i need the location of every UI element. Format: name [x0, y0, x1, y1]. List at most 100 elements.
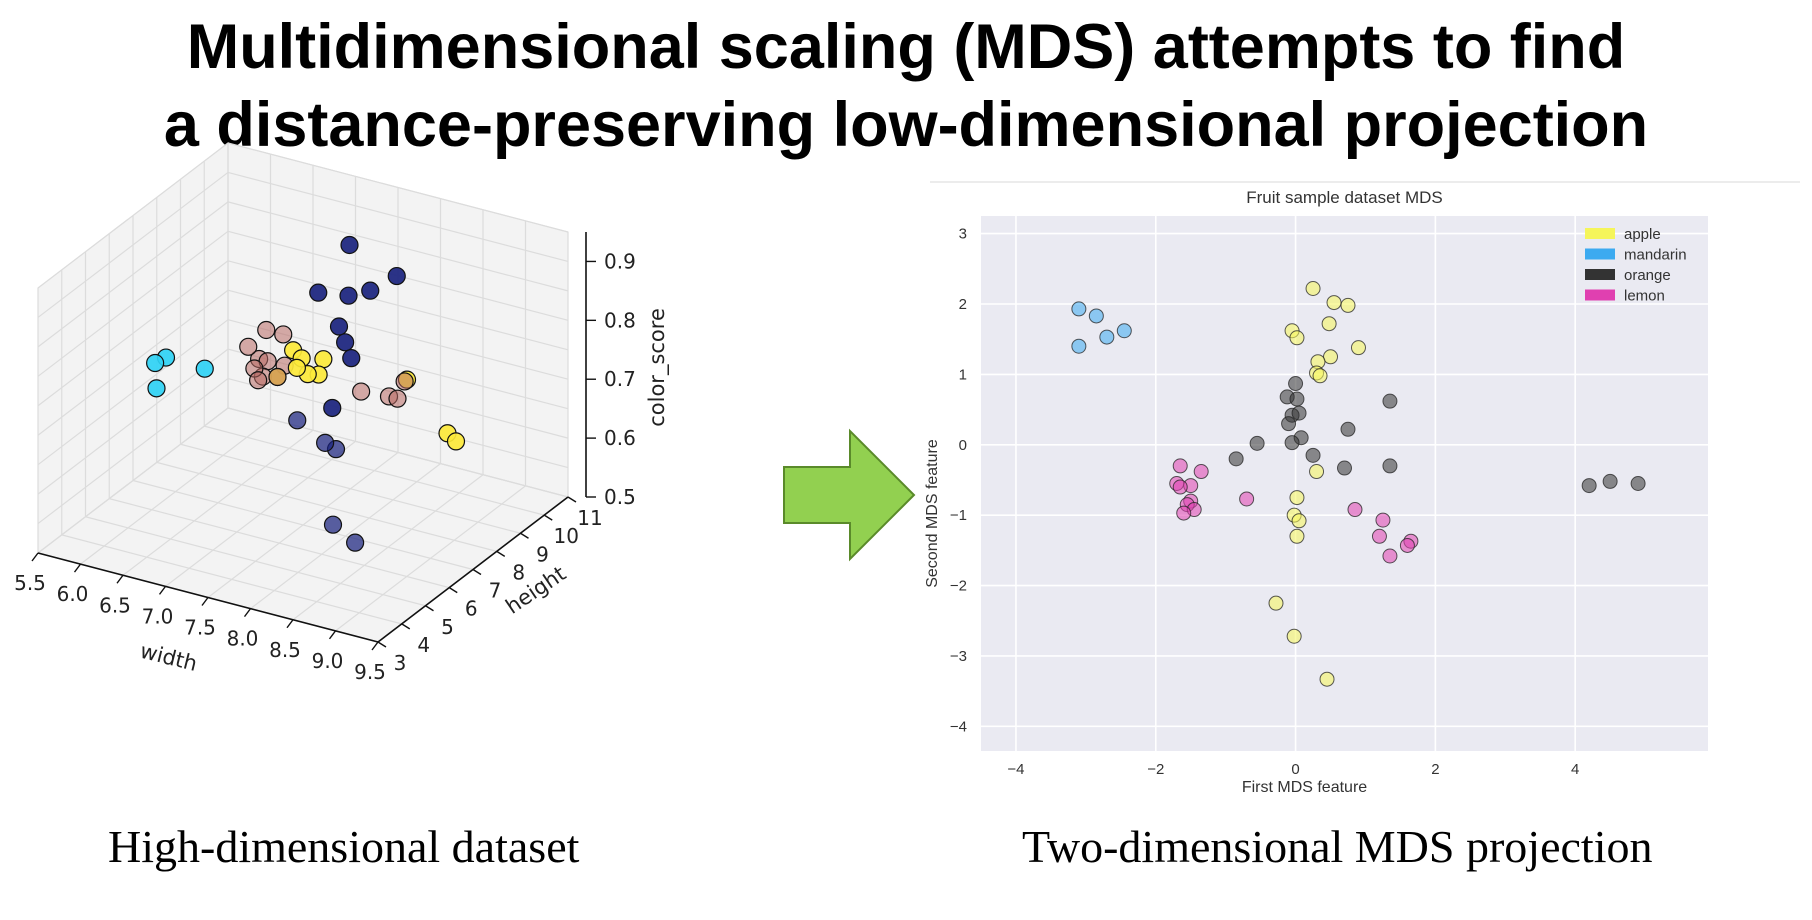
y-tick-label: 7 — [489, 579, 502, 603]
z-axis-label: color_score — [645, 308, 670, 427]
x-tick-label: 8.0 — [227, 627, 259, 651]
x-tick-label: 2 — [1431, 761, 1439, 778]
point-orange — [1305, 447, 1321, 463]
point-rose3d — [239, 337, 258, 356]
slide-title: Multidimensional scaling (MDS) attempts … — [0, 8, 1812, 164]
point-apple — [1309, 464, 1325, 480]
z-tick-label: 0.8 — [604, 308, 636, 332]
legend-label-apple: apple — [1624, 226, 1661, 243]
point-lemon — [1382, 548, 1398, 564]
legend-swatch-mandarin — [1585, 248, 1615, 260]
point-apple — [1289, 490, 1305, 506]
point-apple — [1321, 316, 1337, 332]
point-mandarin — [1071, 338, 1087, 354]
z-tick-label: 0.7 — [604, 367, 636, 391]
point-navy3d — [387, 266, 406, 286]
x-tick-label: 6.0 — [57, 582, 89, 606]
point-lemon — [1347, 502, 1363, 518]
point-apple — [1289, 528, 1305, 544]
point-lemon — [1172, 479, 1188, 495]
point-cyan3d — [195, 359, 214, 378]
x-tick-label: 9.0 — [312, 649, 344, 673]
point-mandarin — [1116, 323, 1132, 339]
x-tick-label: −2 — [1147, 761, 1164, 778]
point-apple — [1291, 513, 1307, 529]
point-lemon — [1239, 491, 1255, 507]
y-tick-label: 9 — [536, 542, 549, 566]
point-orange — [1337, 460, 1352, 476]
point-orange — [1382, 393, 1398, 409]
x-tick-label: 0 — [1291, 761, 1299, 778]
point-navy3d — [340, 235, 359, 255]
y-tick-label: 5 — [441, 615, 454, 639]
y-tick-label: 10 — [554, 524, 579, 548]
point-orange — [1340, 421, 1356, 437]
point-orange — [1281, 416, 1297, 432]
point-rose3d — [268, 367, 287, 387]
point-apple — [1340, 297, 1356, 313]
z-tick-label: 0.9 — [604, 249, 636, 273]
point-yellow3d — [446, 432, 466, 451]
z-tick-label: 0.6 — [604, 426, 636, 450]
x-axis-label: First MDS feature — [1242, 779, 1367, 796]
y-tick-label: 6 — [465, 597, 478, 621]
point-cyan3d — [147, 379, 166, 398]
point-orange — [1602, 473, 1618, 489]
point-navy3d — [288, 411, 307, 430]
slide-title-line-2: a distance-preserving low-dimensional pr… — [163, 90, 1649, 160]
point-apple — [1305, 281, 1321, 297]
point-rose3d — [257, 320, 276, 340]
point-lemon — [1176, 505, 1192, 521]
point-rose3d — [249, 371, 268, 390]
x-tick-label: 9.5 — [354, 660, 386, 684]
point-orange — [1581, 478, 1597, 494]
legend-label-orange: orange — [1624, 267, 1671, 284]
point-apple — [1323, 349, 1339, 365]
point-orange — [1289, 391, 1305, 407]
point-navy3d — [329, 317, 349, 336]
x-tick-label: −4 — [1007, 761, 1024, 778]
point-lemon — [1371, 528, 1387, 544]
right-arrow-icon — [783, 428, 916, 562]
y-tick-label: 3 — [394, 651, 407, 675]
point-mandarin — [1099, 329, 1115, 345]
point-lemon — [1172, 458, 1188, 474]
point-orange — [1291, 405, 1307, 421]
points-2d — [1071, 281, 1646, 687]
point-navy3d — [309, 283, 328, 302]
point-mandarin — [1088, 308, 1104, 324]
x-tick-label: 6.5 — [99, 593, 131, 617]
point-navy3d — [361, 281, 380, 300]
point-apple — [1289, 330, 1305, 346]
legend-swatch-orange — [1585, 269, 1615, 280]
point-apple — [1350, 340, 1366, 356]
point-lemon — [1193, 464, 1209, 480]
point-yellow3d — [314, 350, 333, 369]
x-tick-label: 8.5 — [269, 638, 301, 662]
point-apple — [1268, 595, 1284, 611]
point-orange — [1228, 451, 1244, 467]
point-orange — [1249, 435, 1265, 451]
x-tick-label: 7.5 — [184, 616, 216, 640]
slide-title-line-1: Multidimensional scaling (MDS) attempts … — [186, 12, 1626, 82]
z-tick-label: 0.5 — [604, 485, 636, 509]
x-tick-label: 4 — [1571, 761, 1579, 778]
point-navy3d — [342, 349, 361, 368]
legend-swatch-apple — [1585, 228, 1615, 239]
y-tick-label: 4 — [417, 633, 430, 657]
chart-title: Fruit sample dataset MDS — [1246, 188, 1443, 207]
y-tick-label: −4 — [950, 718, 967, 735]
axes-3d: 5.5 6.0 6.5 7.0 7.5 8.0 8.5 9.0 9.5 345678910110.… — [14, 141, 670, 684]
y-axis-label: Second MDS feature — [924, 439, 941, 588]
grid-2d — [981, 216, 1708, 751]
point-apple — [1326, 295, 1342, 311]
legend-label-mandarin: mandarin — [1624, 247, 1687, 264]
points-3d — [146, 235, 466, 552]
x-tick-label: 5.5 — [14, 571, 46, 595]
point-apple — [1312, 368, 1328, 384]
y-tick-label: 1 — [959, 366, 967, 383]
legend-label-lemon: lemon — [1624, 288, 1665, 305]
x-axis-label: width — [138, 639, 200, 676]
point-orange — [1284, 435, 1300, 451]
point-rose3d — [395, 372, 414, 391]
